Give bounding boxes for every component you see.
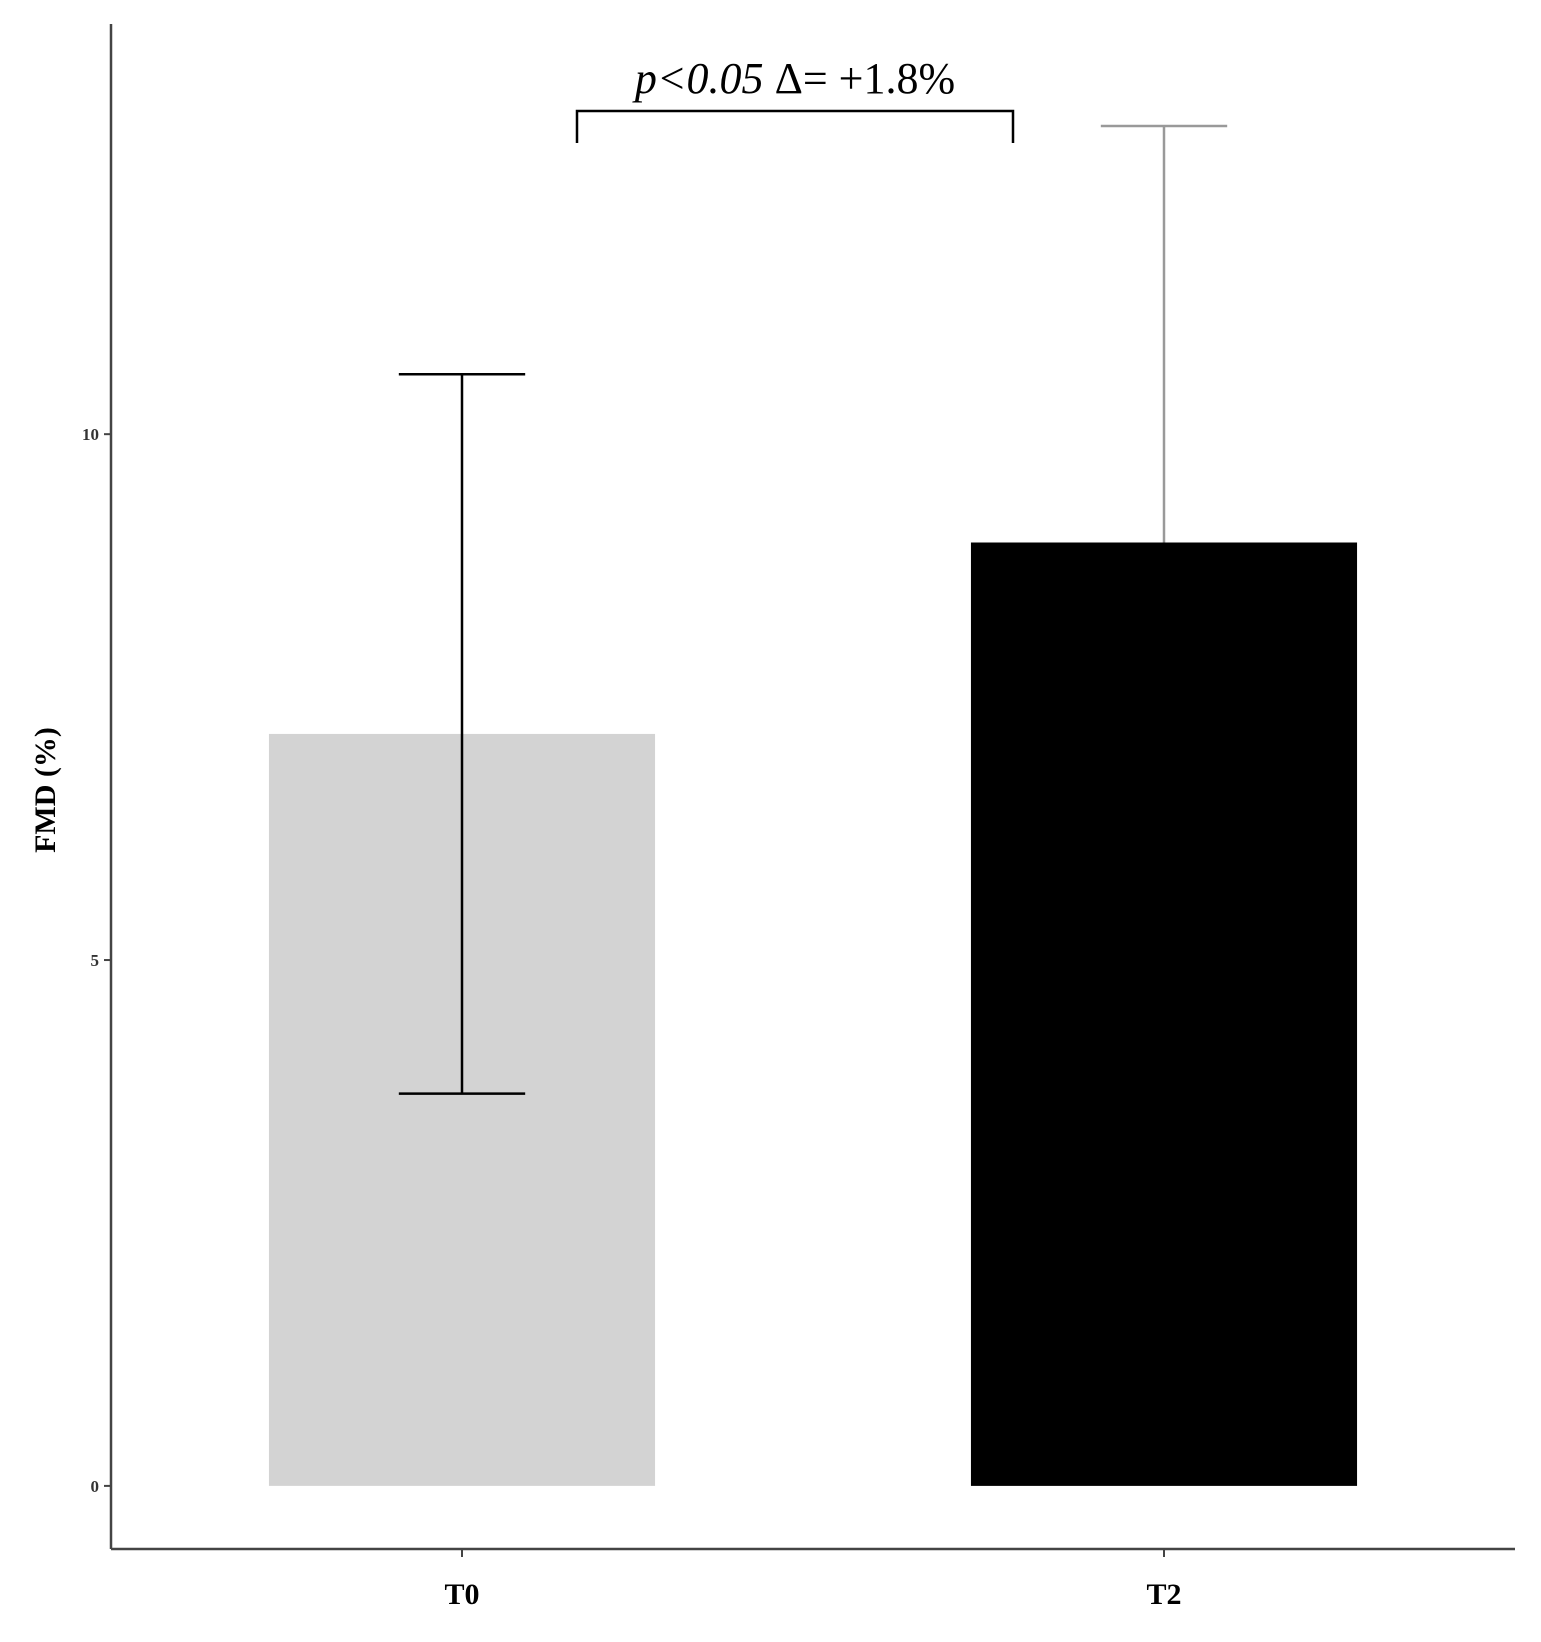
- x-ticks: T0 T2: [444, 1549, 1182, 1611]
- x-tick-label-t2: T2: [1146, 1578, 1181, 1611]
- error-bars: [398, 124, 1228, 1095]
- bars: [268, 542, 1358, 1486]
- y-tick-label: 10: [82, 425, 99, 444]
- significance-label: p<0.05 Δ= +1.8%: [632, 54, 955, 103]
- y-ticks: 0 5 10: [82, 425, 111, 1496]
- bar-t2: [970, 542, 1358, 1486]
- y-axis-title: FMD (%): [29, 727, 62, 853]
- y-tick-label: 5: [91, 951, 100, 970]
- significance-bracket: [575, 109, 1015, 143]
- significance-annotation: p<0.05 Δ= +1.8%: [575, 54, 1015, 143]
- y-tick-label: 0: [91, 1477, 100, 1496]
- p-value-text: p<0.05: [632, 54, 764, 103]
- delta-text: Δ= +1.8%: [764, 54, 956, 103]
- x-tick-label-t0: T0: [444, 1578, 479, 1611]
